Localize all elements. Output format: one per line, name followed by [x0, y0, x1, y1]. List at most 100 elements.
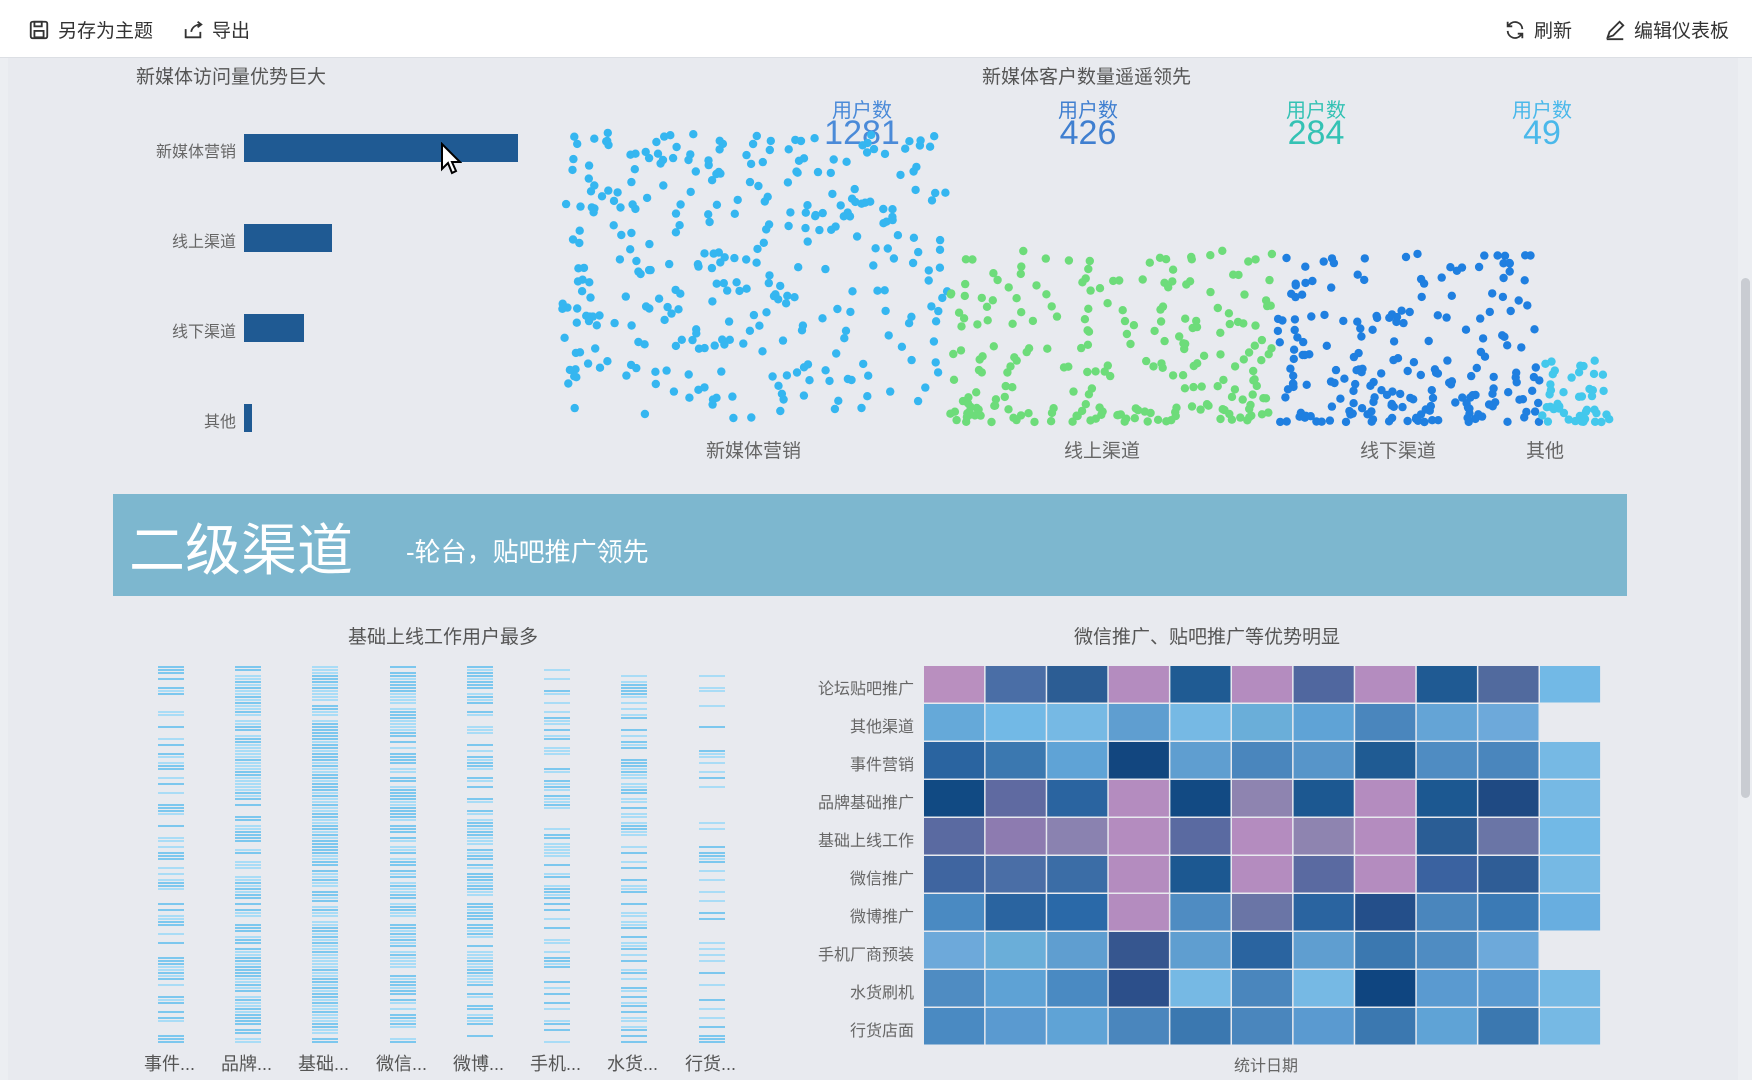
scatter-point	[1301, 262, 1310, 271]
strip-mark	[390, 1008, 416, 1010]
scrollbar-thumb[interactable]	[1741, 278, 1750, 798]
heatmap-cell	[1170, 894, 1231, 931]
scatter-point	[911, 185, 920, 195]
strip-mark	[312, 1023, 338, 1025]
strip-mark	[621, 744, 647, 746]
scatter-point	[978, 352, 987, 361]
scatter-point	[893, 231, 903, 240]
stat-label: 用户数	[1058, 100, 1118, 122]
strip-mark	[390, 702, 416, 704]
strip-mark	[312, 930, 338, 932]
heatmap-cell	[1478, 666, 1539, 703]
strip-mark	[235, 867, 261, 869]
scatter-point	[1001, 381, 1010, 391]
refresh-button[interactable]: 刷新	[1504, 16, 1572, 43]
scatter-point	[1605, 415, 1614, 424]
strip-mark	[467, 1020, 493, 1022]
strip-mark	[312, 873, 338, 875]
scatter-point	[728, 392, 737, 401]
strip-mark	[312, 900, 338, 902]
strip-mark	[467, 822, 493, 824]
heatmap-cell	[1355, 1008, 1416, 1045]
edit-dashboard-button[interactable]: 编辑仪表板	[1604, 16, 1729, 43]
strip-mark	[544, 804, 570, 806]
heatmap-cell	[1478, 856, 1539, 893]
strip-mark	[312, 681, 338, 683]
scatter-point	[1463, 413, 1472, 422]
scatter-point	[768, 372, 777, 381]
heatmap-cell	[1232, 1008, 1293, 1045]
scatter-point	[577, 287, 587, 296]
strip-mark	[390, 804, 416, 806]
scatter-point	[1351, 379, 1360, 389]
strip-mark	[621, 777, 647, 779]
strip-mark	[312, 960, 338, 962]
scatter-category-label: 其他	[1526, 441, 1565, 462]
scatter-point	[1349, 399, 1358, 408]
export-button[interactable]: 导出	[182, 16, 250, 43]
scatter-point	[576, 202, 585, 211]
scatter-point	[691, 167, 700, 176]
heatmap-cell	[1108, 742, 1169, 779]
strip-mark	[312, 1011, 338, 1013]
strip-mark	[621, 852, 647, 854]
strip-mark	[390, 762, 416, 764]
strip-mark	[312, 825, 338, 827]
scatter-point	[946, 290, 955, 299]
scatter-point	[959, 314, 969, 323]
scatter-point	[684, 370, 693, 379]
heatmap-cell	[1478, 780, 1539, 817]
scatter-point	[603, 357, 612, 366]
scatter-point	[956, 346, 966, 355]
scatter-point	[1081, 400, 1091, 409]
scatter-point	[924, 276, 933, 285]
scatter-point	[1368, 325, 1377, 334]
strip-mark	[390, 687, 416, 689]
scatter-point	[1281, 393, 1290, 402]
strip-mark	[621, 960, 647, 962]
scatter-point	[1425, 406, 1435, 415]
strip-mark	[621, 762, 647, 764]
strip-mark	[158, 678, 184, 680]
scatter-point	[665, 259, 674, 269]
strip-mark	[699, 1038, 725, 1040]
scatter-point	[862, 148, 872, 157]
strip-mark	[312, 789, 338, 791]
scatter-point	[931, 317, 941, 326]
heatmap-cell	[1108, 856, 1169, 893]
scatter-point	[888, 205, 897, 214]
save-theme-button[interactable]: 另存为主题	[28, 16, 153, 43]
strip-mark	[312, 936, 338, 938]
strip-mark	[621, 834, 647, 836]
strip-mark	[467, 924, 493, 926]
strip-mark	[312, 999, 338, 1001]
scatter-point	[1589, 369, 1599, 379]
scatter-point	[1590, 417, 1600, 426]
scatter-point	[1413, 249, 1422, 259]
heatmap-cell	[1170, 704, 1231, 741]
scatter-point	[867, 130, 876, 140]
scatter-point	[852, 232, 862, 241]
scatter-point	[982, 302, 992, 311]
strip-mark	[312, 669, 338, 671]
scatter-point	[570, 372, 579, 381]
scatter-point	[914, 247, 923, 257]
scatter-point	[626, 245, 635, 254]
vertical-scrollbar[interactable]	[1738, 58, 1752, 1080]
scatter-point	[1397, 306, 1406, 315]
heatmap-chart	[924, 666, 1601, 1045]
strip-mark	[621, 885, 647, 887]
scatter-point	[993, 275, 1002, 285]
strip-mark	[235, 669, 261, 671]
strip-mark	[390, 807, 416, 809]
strip-mark	[235, 1029, 261, 1031]
scatter-point	[840, 334, 849, 343]
scatter-point	[1068, 417, 1077, 426]
strip-mark	[390, 975, 416, 977]
scatter-point	[584, 161, 594, 170]
heatmap-cell	[985, 970, 1046, 1007]
strip-mark	[390, 933, 416, 935]
scatter-point	[1360, 254, 1370, 263]
scatter-point	[1047, 408, 1057, 418]
scatter-point	[1319, 257, 1328, 266]
